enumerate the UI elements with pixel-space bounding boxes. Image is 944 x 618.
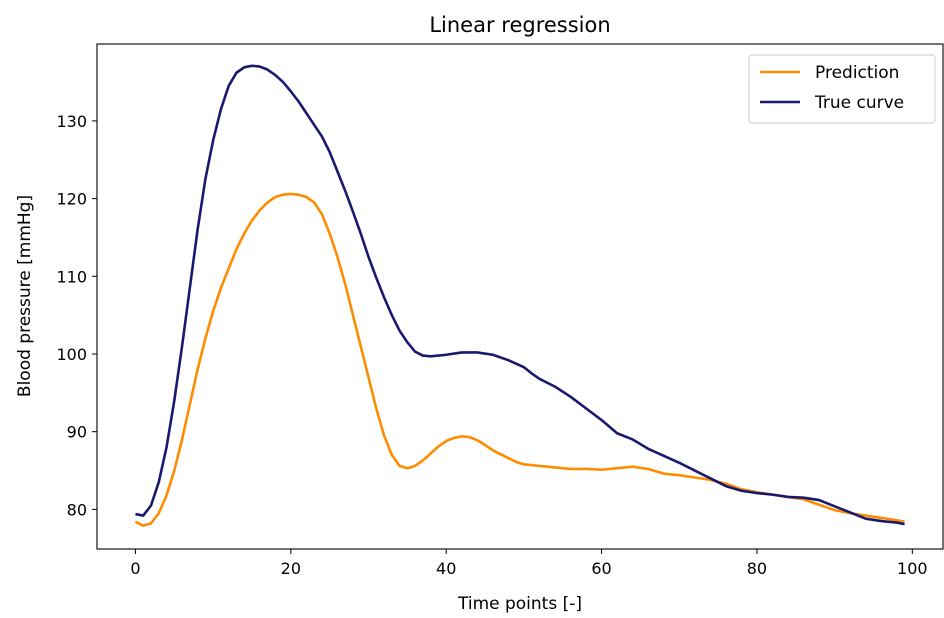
legend-label-true-curve: True curve xyxy=(814,93,904,113)
legend-label-prediction: Prediction xyxy=(815,63,899,83)
x-tick-label: 100 xyxy=(897,559,928,578)
y-tick-label: 120 xyxy=(56,190,87,209)
x-axis-label: Time points [-] xyxy=(457,594,582,614)
legend: Prediction True curve xyxy=(748,54,936,124)
x-tick-label: 80 xyxy=(747,559,767,578)
y-tick-label: 80 xyxy=(67,500,87,519)
y-tick-label: 130 xyxy=(56,112,87,131)
plot-frame xyxy=(96,43,944,550)
x-tick-label: 20 xyxy=(281,559,301,578)
series-line-true-curve xyxy=(135,64,905,526)
x-tick-label: 0 xyxy=(130,559,140,578)
x-axis: 0 20 40 60 80 100 xyxy=(130,549,928,578)
chart-title: Linear regression xyxy=(429,13,610,37)
y-tick-label: 90 xyxy=(67,423,87,442)
x-tick-label: 60 xyxy=(591,559,611,578)
y-tick-label: 100 xyxy=(56,345,87,364)
y-axis: 80 90 100 110 120 130 xyxy=(56,112,97,519)
x-tick-label: 40 xyxy=(436,559,456,578)
series-line-prediction xyxy=(134,192,905,527)
y-axis-label: Blood pressure [mmHg] xyxy=(15,195,35,397)
series-layer xyxy=(134,64,905,527)
y-tick-label: 110 xyxy=(56,267,87,286)
